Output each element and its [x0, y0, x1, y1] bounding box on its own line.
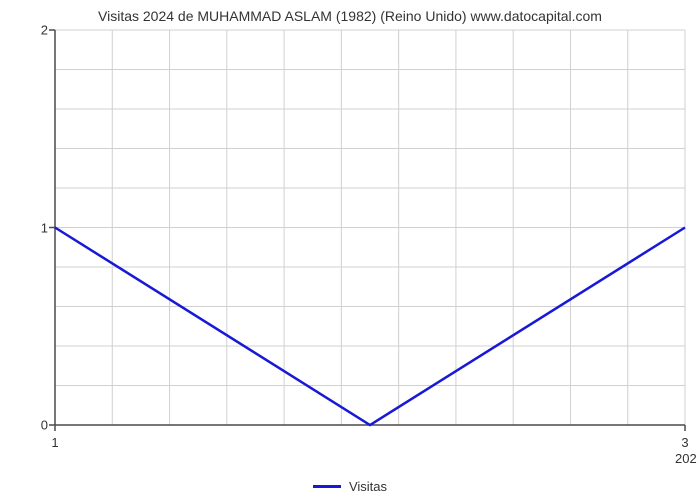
x-tick-label: 3 — [681, 435, 688, 450]
legend-label: Visitas — [349, 479, 387, 494]
x-tick-label: 1 — [51, 435, 58, 450]
visits-line-chart: Visitas 2024 de MUHAMMAD ASLAM (1982) (R… — [0, 0, 700, 500]
bottom-right-label: 202 — [675, 451, 697, 466]
plot-svg — [0, 0, 700, 500]
legend-swatch — [313, 485, 341, 488]
legend-item: Visitas — [313, 479, 387, 494]
chart-legend: Visitas — [0, 475, 700, 494]
y-tick-label: 2 — [41, 23, 48, 38]
y-tick-label: 1 — [41, 220, 48, 235]
y-tick-label: 0 — [41, 418, 48, 433]
